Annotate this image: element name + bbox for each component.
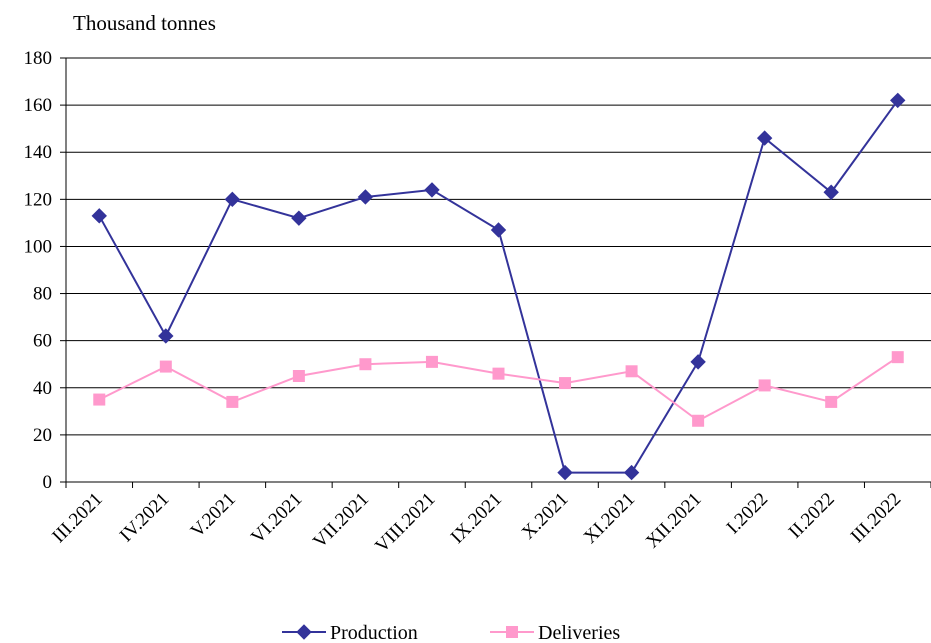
data-point-diamond (357, 189, 374, 205)
x-tick-label: IX.2021 (447, 489, 506, 548)
series-group (91, 92, 906, 481)
data-point-square (625, 365, 638, 378)
y-tick-label: 60 (33, 331, 52, 352)
x-tick-label: XI.2021 (580, 489, 639, 548)
y-tick-label: 160 (24, 95, 53, 116)
data-point-square (226, 395, 239, 408)
data-point-square (825, 395, 838, 408)
y-tick-labels: 0 20 40 60 80 100 120 140 160 180 (24, 48, 53, 493)
legend-label: Production (330, 622, 418, 643)
x-tick-labels: III.2021 IV.2021 V.2021 VI.2021 VII.2021VIII… (48, 489, 905, 557)
data-point-diamond (690, 354, 706, 370)
y-tick-label: 20 (33, 425, 52, 446)
data-point-diamond (756, 130, 773, 146)
data-point-square (692, 414, 705, 427)
x-tick-label: V.2021 (187, 489, 240, 542)
series-line (98, 356, 899, 422)
data-point-diamond (557, 464, 573, 481)
data-point-diamond (291, 210, 307, 226)
data-point-diamond (224, 191, 241, 208)
x-tick-label: III.2021 (48, 489, 107, 548)
x-tick-label: I.2022 (723, 489, 773, 539)
legend-item-production: Production (282, 622, 418, 643)
data-point-diamond (296, 624, 312, 640)
data-point-square (506, 626, 518, 638)
data-point-square (492, 367, 505, 380)
x-tick-label: IV.2021 (116, 489, 174, 547)
legend-label: Deliveries (538, 622, 620, 643)
data-point-diamond (158, 328, 174, 344)
series-line (98, 99, 899, 474)
x-tick-label: VII.2021 (309, 489, 373, 553)
data-point-square (758, 379, 771, 392)
data-point-diamond (424, 182, 440, 198)
y-tick-label: 0 (43, 472, 53, 493)
data-point-diamond (823, 184, 839, 200)
axes (60, 57, 931, 488)
data-point-square (292, 370, 305, 382)
data-point-square (559, 377, 572, 390)
legend: Production Deliveries (282, 622, 620, 643)
data-point-square (93, 393, 106, 406)
x-tick-label: XII.2021 (642, 489, 706, 553)
y-tick-label: 40 (33, 378, 52, 399)
y-tick-label: 100 (24, 236, 53, 257)
x-tick-label: VIII.2021 (371, 489, 439, 557)
y-tick-label: 180 (24, 48, 53, 69)
data-point-square (425, 355, 438, 368)
data-point-square (159, 360, 172, 373)
legend-item-deliveries: Deliveries (490, 622, 620, 643)
series-deliveries (93, 351, 904, 427)
x-tick-label: X.2021 (518, 489, 573, 544)
data-point-diamond (623, 464, 640, 481)
x-tick-label: II.2022 (785, 489, 839, 543)
data-point-square (359, 358, 372, 371)
data-point-square (891, 351, 904, 364)
y-tick-label: 140 (24, 142, 53, 163)
data-point-diamond (890, 92, 906, 109)
x-tick-label: III.2022 (847, 489, 906, 548)
data-point-diamond (490, 222, 507, 238)
data-point-diamond (91, 208, 107, 224)
y-axis-unit-label: Thousand tonnes (73, 11, 216, 35)
y-tick-label: 120 (24, 189, 53, 210)
series-production (91, 92, 906, 481)
x-tick-label: VI.2021 (247, 489, 306, 548)
y-tick-label: 80 (33, 284, 52, 305)
